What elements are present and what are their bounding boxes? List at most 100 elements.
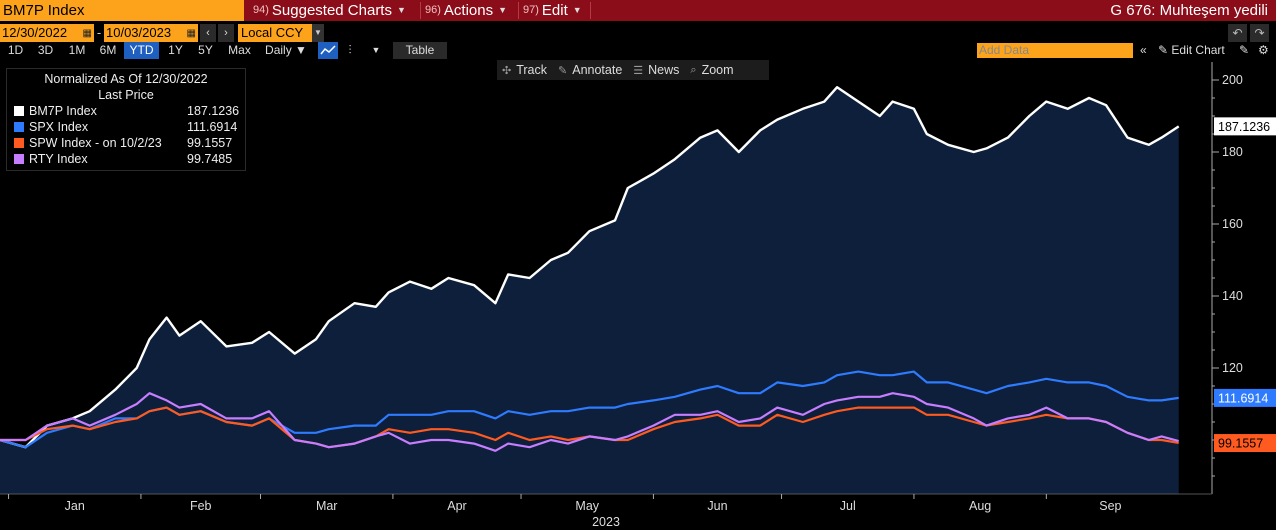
period-1m-button[interactable]: 1M: [68, 43, 86, 57]
legend-swatch: [14, 154, 24, 164]
end-date-input[interactable]: 10/03/2023 ▦: [104, 24, 198, 42]
start-date-value: 12/30/2022: [2, 25, 68, 40]
line-chart-icon[interactable]: [318, 42, 338, 59]
x-tick-label: Jan: [65, 499, 85, 513]
launchpad-group-title: G 676: Muhteşem yedili: [1110, 2, 1268, 19]
actions-menu[interactable]: 96) Actions ▼: [425, 0, 507, 21]
menu-label: Actions: [443, 2, 494, 19]
chart-toolbar: ✣ Track ✎ Annotate ☰ News ⌕ Zoom: [497, 60, 769, 80]
annotate-settings-icon[interactable]: ✎: [1239, 43, 1250, 57]
period-1y-button[interactable]: 1Y: [168, 43, 183, 57]
crosshair-icon: ✣: [502, 64, 512, 77]
period-ytd-button[interactable]: YTD: [124, 42, 159, 59]
caret-down-icon: ▼: [572, 5, 582, 15]
collapse-icon[interactable]: «: [1140, 43, 1147, 57]
menu-number: 94): [253, 4, 269, 16]
annotate-label: Annotate: [572, 63, 623, 77]
period-5y-button[interactable]: 5Y: [198, 43, 213, 57]
y-tick-label: 200: [1222, 73, 1243, 87]
news-button[interactable]: ☰ News: [628, 63, 685, 77]
y-tick-label: 120: [1222, 361, 1243, 375]
legend-subheader: Last Price: [98, 88, 154, 102]
series-line-rty[interactable]: [0, 392, 1179, 452]
currency-select[interactable]: Local CCY ▼: [238, 24, 324, 42]
frequency-select[interactable]: Daily ▼: [265, 43, 307, 57]
dropdown-arrow-icon[interactable]: ▼: [312, 24, 324, 42]
period-max-button[interactable]: Max: [228, 43, 251, 57]
x-tick-label: May: [575, 499, 599, 513]
legend-swatch: [14, 138, 24, 148]
legend-row-spw[interactable]: SPW Index - on 10/2/23 99.1557: [7, 135, 245, 151]
candlestick-icon[interactable]: ⫶: [348, 43, 352, 57]
end-date-value: 10/03/2023: [106, 25, 172, 40]
last-value-text: 99.1557: [1218, 437, 1263, 451]
undo-icon[interactable]: ↶: [1228, 24, 1247, 42]
last-value-text: 111.6914: [1218, 391, 1268, 405]
edit-chart-button[interactable]: ✎ Edit Chart: [1158, 42, 1225, 59]
date-separator: -: [96, 25, 102, 40]
x-tick-label: Feb: [190, 499, 212, 513]
legend-row-rty[interactable]: RTY Index 99.7485: [7, 151, 245, 167]
x-tick-label: Mar: [316, 499, 338, 513]
menu-divider: [518, 2, 519, 19]
last-value-label: 187.1236: [1214, 117, 1276, 136]
y-tick-label: 140: [1222, 289, 1243, 303]
legend-name: SPX Index: [29, 120, 89, 134]
legend-header: Normalized As Of 12/30/2022: [44, 72, 208, 86]
caret-down-icon: ▼: [498, 5, 508, 15]
calendar-icon[interactable]: ▦: [82, 28, 92, 39]
menu-number: 96): [425, 4, 441, 16]
series-line-bm7p[interactable]: [0, 86, 1180, 449]
period-bar: 1D 3D 1M 6M YTD 1Y 5Y Max Daily ▼ ⫶ ▼ Ta…: [0, 42, 1276, 59]
menu-label: Suggested Charts: [271, 2, 392, 19]
annotate-button[interactable]: ✎ Annotate: [553, 63, 628, 77]
last-value-badge: [1214, 434, 1276, 453]
news-label: News: [648, 63, 680, 77]
menu-divider: [590, 2, 591, 19]
suggested-charts-menu[interactable]: 94) Suggested Charts ▼: [253, 0, 406, 21]
legend-name: RTY Index: [29, 152, 88, 166]
legend-name: BM7P Index: [29, 104, 97, 118]
zoom-button[interactable]: ⌕ Zoom: [685, 63, 739, 77]
legend-row-spx[interactable]: SPX Index 111.6914: [7, 119, 245, 135]
security-ticker-field[interactable]: BM7P Index: [0, 0, 244, 21]
x-tick-label: Apr: [447, 499, 466, 513]
legend-value: 99.7485: [187, 152, 233, 166]
date-range-bar: 12/30/2022 ▦ - 10/03/2023 ▦ ‹ › Local CC…: [0, 24, 1276, 42]
legend-swatch: [14, 122, 24, 132]
legend-value: 187.1236: [187, 104, 240, 118]
period-3d-button[interactable]: 3D: [37, 43, 54, 57]
calendar-icon[interactable]: ▦: [186, 28, 196, 39]
caret-down-icon: ▼: [396, 5, 406, 15]
period-1d-button[interactable]: 1D: [7, 43, 24, 57]
last-value-label: 99.1557: [1214, 434, 1276, 453]
edit-menu[interactable]: 97) Edit ▼: [523, 0, 582, 21]
legend-row-bm7p[interactable]: BM7P Index 187.1236: [7, 103, 245, 119]
zoom-label: Zoom: [701, 63, 734, 77]
menu-label: Edit: [541, 2, 568, 19]
pencil-icon: ✎: [1158, 43, 1169, 57]
track-button[interactable]: ✣ Track: [497, 63, 553, 77]
last-value-badge: [1214, 117, 1276, 136]
news-icon: ☰: [633, 64, 644, 77]
x-tick-label: Jul: [840, 499, 856, 513]
legend-swatch: [14, 106, 24, 116]
chart-type-dropdown-icon[interactable]: ▼: [371, 45, 381, 55]
redo-icon[interactable]: ↷: [1250, 24, 1269, 42]
series-area-bm7p: [0, 87, 1179, 494]
next-period-button[interactable]: ›: [218, 24, 234, 42]
legend-name: SPW Index - on 10/2/23: [29, 136, 162, 150]
magnifier-icon: ⌕: [690, 63, 697, 76]
legend-value: 111.6914: [187, 120, 238, 134]
legend-value: 99.1557: [187, 136, 233, 150]
pencil-icon: ✎: [558, 64, 568, 77]
table-button[interactable]: Table: [393, 42, 447, 59]
add-data-input[interactable]: Add Data: [977, 43, 1133, 58]
previous-period-button[interactable]: ‹: [200, 24, 216, 42]
start-date-input[interactable]: 12/30/2022 ▦: [0, 24, 94, 42]
period-6m-button[interactable]: 6M: [99, 43, 117, 57]
top-toolbar: BM7P Index 94) Suggested Charts ▼ 96) Ac…: [0, 0, 1276, 21]
gear-icon[interactable]: ⚙: [1258, 43, 1269, 57]
chart-legend[interactable]: Normalized As Of 12/30/2022 Last Price B…: [6, 68, 246, 171]
